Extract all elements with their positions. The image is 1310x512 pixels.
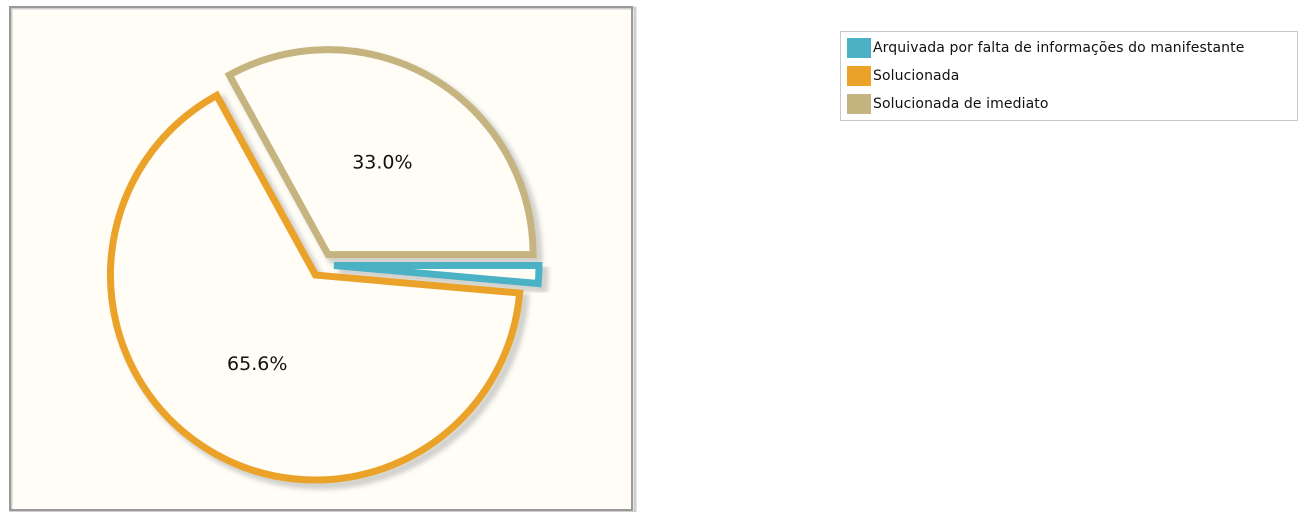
pie-slice-0 [333, 262, 543, 288]
legend-label: Solucionada [873, 68, 960, 84]
legend: Arquivada por falta de informações do ma… [840, 31, 1298, 121]
slice-data-label-2: 33.0% [352, 151, 412, 173]
legend-swatch-arquivada [847, 38, 871, 58]
legend-item-solucionada: Solucionada [847, 62, 1297, 90]
legend-swatch-solucionada-imediato [847, 94, 871, 114]
legend-label: Solucionada de imediato [873, 96, 1049, 112]
pie-slice-1 [106, 90, 524, 484]
pie-chart-svg: 65.6% 33.0% [9, 6, 637, 512]
pie-chart: 65.6% 33.0% [0, 0, 640, 512]
legend-item-solucionada-imediato: Solucionada de imediato [847, 90, 1297, 118]
legend-label: Arquivada por falta de informações do ma… [873, 40, 1245, 56]
slice-data-label-1: 65.6% [227, 353, 287, 375]
pie-slice-shadow-0 [338, 266, 549, 294]
legend-item-arquivada: Arquivada por falta de informações do ma… [847, 34, 1297, 62]
legend-swatch-solucionada [847, 66, 871, 86]
pie-slice-2 [224, 46, 537, 259]
